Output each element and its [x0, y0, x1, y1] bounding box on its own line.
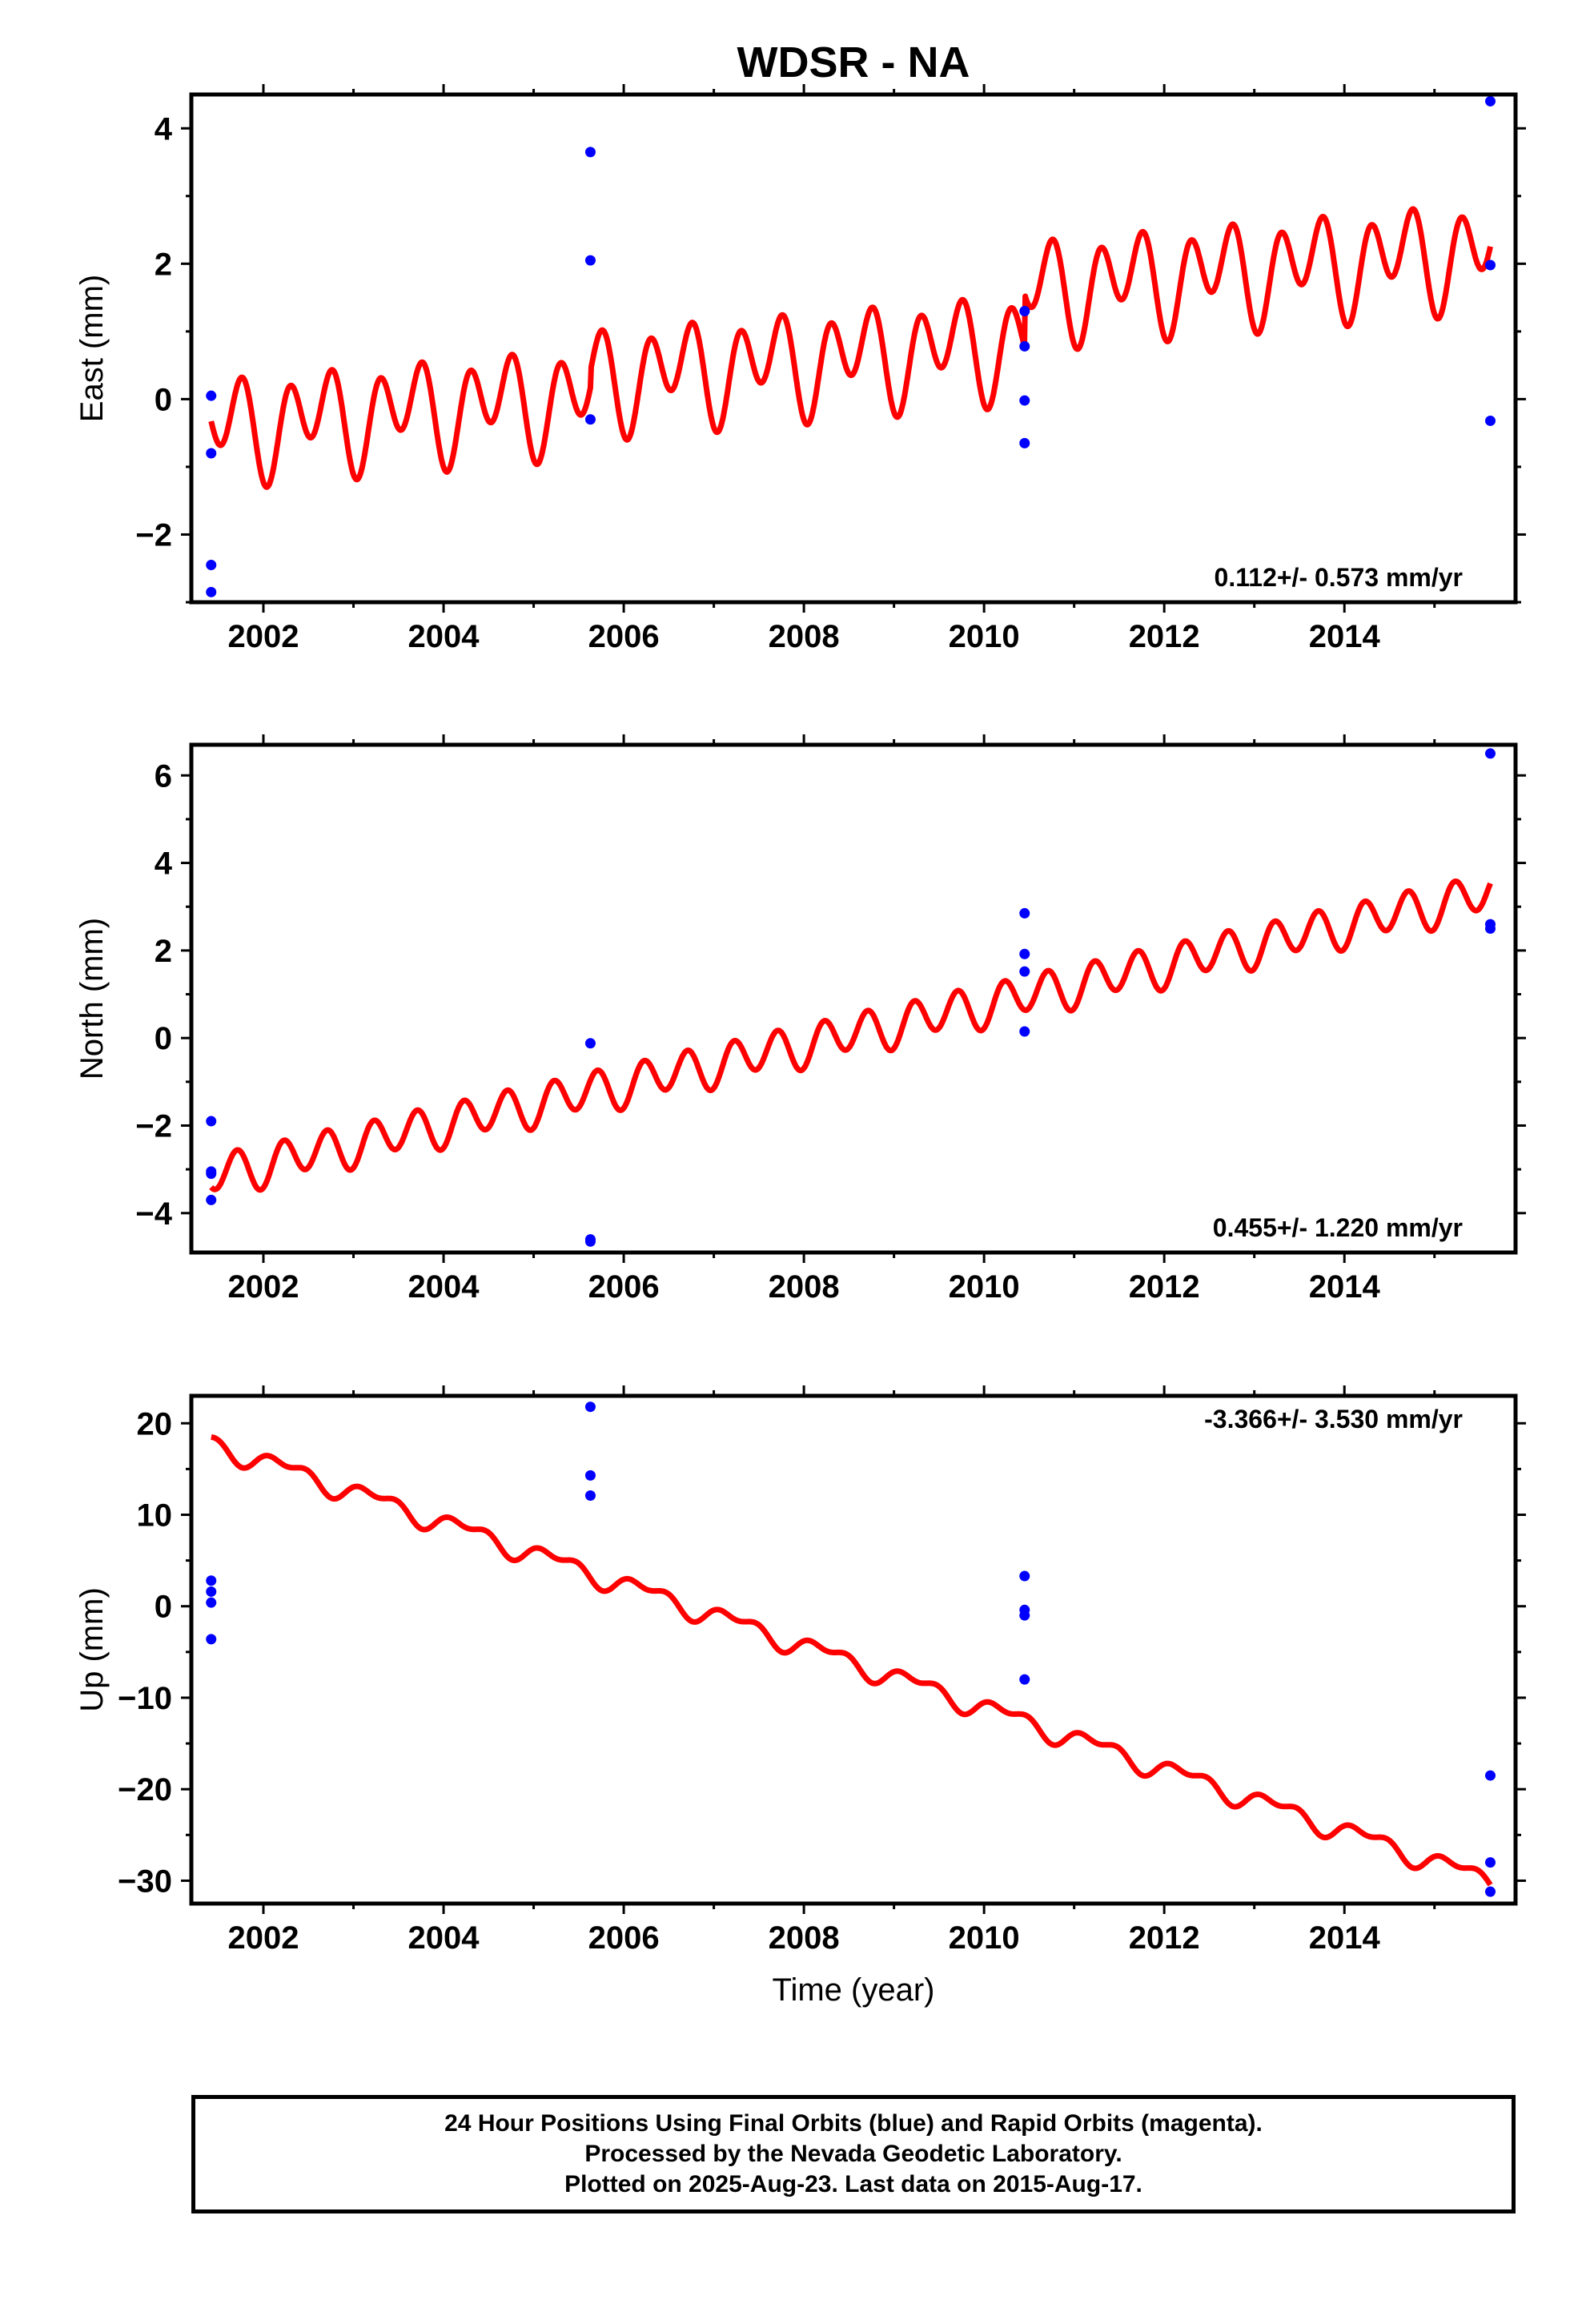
x-tick-label: 2010 [949, 1269, 1020, 1305]
x-tick-label: 2006 [588, 1269, 660, 1305]
data-point [584, 1038, 596, 1049]
data-point [206, 1575, 217, 1586]
x-tick-label: 2006 [588, 1920, 660, 1956]
y-tick-label: 10 [137, 1498, 173, 1534]
plot-frame [189, 92, 1518, 605]
y-tick-label: 2 [155, 934, 172, 969]
x-tick-label: 2002 [228, 619, 299, 654]
y-tick-label: −20 [118, 1772, 172, 1807]
data-point [206, 586, 217, 597]
data-point [206, 1634, 217, 1645]
data-point [584, 255, 596, 266]
x-axis-title: Time (year) [773, 1972, 935, 2008]
data-point [584, 1490, 596, 1502]
y-tick-label: 2 [155, 247, 172, 282]
x-tick-label: 2008 [769, 619, 840, 654]
x-tick-label: 2012 [1129, 619, 1200, 654]
x-tick-label: 2008 [769, 1920, 840, 1956]
chart-title: WDSR - NA [737, 38, 970, 86]
footer-box: 24 Hour Positions Using Final Orbits (bl… [191, 2095, 1516, 2213]
data-point [1484, 415, 1496, 426]
x-tick-label: 2006 [588, 619, 660, 654]
data-point [1019, 907, 1030, 919]
data-point [1484, 259, 1496, 271]
data-point [206, 448, 217, 459]
data-point [206, 560, 217, 571]
data-point [1484, 1857, 1496, 1868]
data-point [584, 1401, 596, 1413]
y-tick-label: −4 [135, 1196, 172, 1232]
data-point [584, 1470, 596, 1481]
panel-north: 2002 2004 2006 2008 2010 2012 2014 −4 −2 0 2 4 6 Nort… [74, 734, 1526, 1305]
plot-frame [189, 742, 1518, 1255]
panel-east: 2002 2004 2006 2008 2010 2012 2014 −2 0 2 4 East (m… [74, 84, 1526, 654]
x-tick-label: 2014 [1309, 1920, 1381, 1956]
data-point [1019, 1570, 1030, 1582]
data-point [1019, 1026, 1030, 1037]
model-curve-up [209, 1433, 1493, 1887]
plot-frame [189, 1393, 1518, 1906]
data-point [584, 147, 596, 158]
model-curve-east [208, 206, 1493, 490]
x-tick-label: 2008 [769, 1269, 840, 1305]
x-tick-label: 2004 [408, 1920, 480, 1956]
data-point [1019, 966, 1030, 977]
footer-line-3: Plotted on 2025-Aug-23. Last data on 201… [564, 2171, 1142, 2197]
footer-line-2: Processed by the Nevada Geodetic Laborat… [584, 2141, 1122, 2167]
x-tick-label: 2010 [949, 1920, 1020, 1956]
data-point [584, 414, 596, 425]
x-tick-label: 2014 [1309, 1269, 1381, 1305]
x-tick-label: 2012 [1129, 1920, 1200, 1956]
y-tick-label: 0 [155, 1590, 172, 1625]
y-tick-label: 0 [155, 382, 172, 417]
data-point [1484, 1886, 1496, 1897]
x-tick-label: 2014 [1309, 619, 1381, 654]
y-tick-label: 4 [155, 111, 173, 147]
x-tick-label: 2002 [228, 1269, 299, 1305]
x-tick-label: 2002 [228, 1920, 299, 1956]
y-tick-label: 4 [155, 846, 173, 882]
y-tick-label: −10 [118, 1681, 172, 1716]
y-axis-title-up: Up (mm) [74, 1587, 110, 1712]
data-point [1484, 1770, 1496, 1781]
data-point [1019, 1610, 1030, 1621]
rate-annotation-east: 0.112+/- 0.573 mm/yr [1215, 563, 1463, 592]
footer-line-1: 24 Hour Positions Using Final Orbits (bl… [444, 2110, 1263, 2137]
y-axis-title-north: North (mm) [74, 918, 110, 1080]
data-point [1484, 923, 1496, 935]
x-tick-label: 2010 [949, 619, 1020, 654]
data-point [206, 390, 217, 401]
y-tick-label: −2 [135, 1109, 172, 1144]
data-point [206, 1116, 217, 1127]
data-point [1019, 437, 1030, 448]
data-point [584, 1236, 596, 1247]
y-tick-label: −2 [135, 517, 172, 553]
y-tick-label: −30 [118, 1864, 172, 1899]
data-point [1019, 1674, 1030, 1685]
x-tick-label: 2012 [1129, 1269, 1200, 1305]
data-point [206, 1586, 217, 1597]
model-curve-north [209, 879, 1493, 1193]
panel-up: 2002 2004 2006 2008 2010 2012 2014 −30 −20 −10 0 10… [74, 1385, 1526, 1956]
y-tick-label: 20 [137, 1406, 173, 1441]
x-tick-label: 2004 [408, 619, 480, 654]
y-tick-label: 6 [155, 758, 172, 794]
data-point [206, 1194, 217, 1205]
data-point [206, 1597, 217, 1608]
data-point [1484, 95, 1496, 107]
rate-annotation-up: -3.366+/- 3.530 mm/yr [1204, 1405, 1463, 1433]
data-point [1019, 948, 1030, 959]
data-point [1484, 748, 1496, 759]
data-point [1019, 395, 1030, 406]
y-tick-label: 0 [155, 1021, 172, 1056]
y-axis-title-east: East (mm) [74, 275, 110, 422]
rate-annotation-north: 0.455+/- 1.220 mm/yr [1213, 1213, 1463, 1242]
data-point [1019, 306, 1030, 317]
data-point [1019, 340, 1030, 352]
x-tick-label: 2004 [408, 1269, 480, 1305]
data-point [206, 1168, 217, 1180]
